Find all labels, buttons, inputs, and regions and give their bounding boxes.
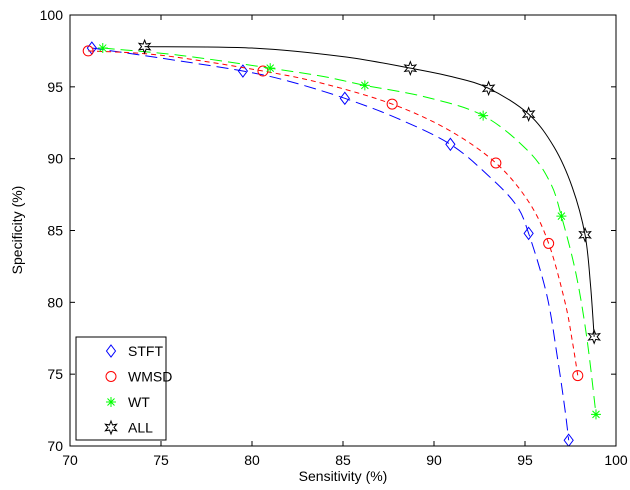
data-point-stft (563, 433, 574, 446)
data-point-all (481, 80, 496, 97)
data-point-all (521, 106, 536, 123)
y-tick-label: 75 (47, 366, 63, 382)
series-line-wmsd (88, 50, 579, 376)
y-tick-label: 90 (47, 151, 63, 167)
data-point-wmsd (82, 45, 94, 57)
series-layer (82, 38, 601, 446)
y-axis-title: Specificity (%) (9, 186, 25, 275)
legend-label: WT (128, 394, 150, 410)
data-point-wt (97, 43, 108, 54)
series-wt (97, 43, 601, 420)
x-axis-title: Sensitivity (%) (299, 468, 388, 484)
legend-item-stft: STFT (105, 343, 163, 359)
legend-label: STFT (128, 343, 163, 359)
data-point-wt (590, 409, 601, 420)
data-point-wmsd (543, 237, 555, 249)
x-tick-label: 80 (244, 452, 260, 468)
data-point-wt (478, 110, 489, 121)
data-point-all (587, 328, 601, 345)
data-point-wt (265, 63, 276, 74)
legend-marker-wmsd (105, 371, 117, 382)
data-point-stft (445, 137, 456, 152)
x-tick-label: 70 (62, 452, 78, 468)
y-tick-label: 100 (40, 7, 64, 23)
legend: STFT WMSD WT ALL (75, 336, 172, 441)
series-wmsd (82, 45, 584, 382)
y-tick-label: 85 (47, 223, 63, 239)
y-tick-label: 70 (47, 438, 63, 454)
x-tick-label: 90 (426, 452, 442, 468)
data-point-stft (339, 91, 350, 106)
data-point-wmsd (572, 370, 584, 382)
data-point-all (578, 226, 592, 243)
data-point-wt (556, 211, 567, 222)
series-all (137, 38, 601, 345)
legend-marker-all (104, 419, 118, 436)
series-line-stft (91, 47, 570, 441)
legend-marker-wt (106, 397, 116, 407)
data-point-all (403, 60, 418, 77)
legend-marker-stft (105, 344, 117, 358)
data-point-wmsd (386, 98, 398, 110)
y-tick-label: 80 (47, 294, 63, 310)
x-tick-label: 75 (153, 452, 169, 468)
legend-label: ALL (128, 420, 153, 436)
legend-label: WMSD (128, 369, 172, 385)
legend-item-all: ALL (104, 419, 153, 436)
legend-item-wmsd: WMSD (105, 369, 172, 385)
data-point-stft (237, 64, 249, 78)
legend-box (75, 336, 167, 441)
x-tick-label: 85 (335, 452, 351, 468)
data-point-wt (359, 80, 370, 91)
legend-item-wt: WT (106, 394, 150, 410)
axes-layer: 70 75 80 85 90 95 100 70 75 80 85 90 95 100 (40, 7, 628, 468)
x-tick-label: 100 (604, 452, 628, 468)
x-tick-label: 95 (517, 452, 533, 468)
data-point-all (137, 38, 152, 55)
data-point-wmsd (490, 157, 502, 169)
data-point-stft (523, 226, 534, 241)
y-tick-label: 95 (47, 79, 63, 95)
